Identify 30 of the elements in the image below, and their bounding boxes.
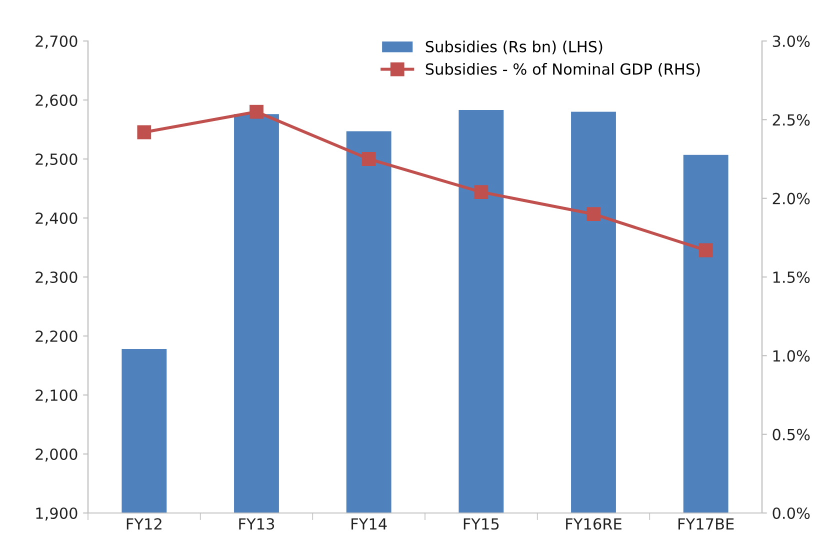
point bbox=[586, 207, 600, 222]
x-tick-label: FY13 bbox=[239, 518, 274, 530]
y2-tick-label: 0.0% bbox=[772, 507, 810, 520]
x-tick-label: FY16RE bbox=[566, 518, 622, 530]
y-tick-label: 2,100 bbox=[36, 389, 78, 403]
y2-tick-label: 1.5% bbox=[773, 271, 810, 284]
y2-tick-label: 0.5% bbox=[772, 428, 810, 440]
y-tick-label: 2,500 bbox=[36, 153, 78, 167]
y2-tick-label: 2.0% bbox=[772, 192, 810, 204]
y2-tick-label: 1.0% bbox=[773, 350, 810, 362]
y-tick-label: 2,700 bbox=[36, 35, 78, 49]
y2-tick-label: 2.5% bbox=[772, 114, 810, 126]
point bbox=[250, 104, 264, 119]
x-tick-label: FY14 bbox=[352, 518, 387, 530]
y-tick-label: 2,000 bbox=[36, 448, 78, 462]
point bbox=[474, 185, 488, 199]
legend-label: Subsidies (Rs bn) (LHS) bbox=[426, 40, 602, 54]
y-tick-label: 2,300 bbox=[36, 271, 78, 285]
y-tick-label: 2,600 bbox=[36, 94, 78, 108]
point bbox=[698, 243, 713, 258]
y-tick-label: 1,900 bbox=[36, 507, 78, 521]
point bbox=[137, 125, 152, 140]
point bbox=[362, 152, 376, 166]
y-tick-label: 2,200 bbox=[36, 330, 78, 344]
x-tick-label: FY15 bbox=[464, 518, 499, 530]
x-tick-label: FY12 bbox=[126, 518, 162, 530]
x-tick-label: FY17BE bbox=[678, 518, 734, 530]
y-tick-label: 2,400 bbox=[36, 212, 78, 226]
legend-label: Subsidies - % of Nominal GDP (RHS) bbox=[426, 63, 700, 77]
y2-tick-label: 3.0% bbox=[772, 35, 810, 48]
